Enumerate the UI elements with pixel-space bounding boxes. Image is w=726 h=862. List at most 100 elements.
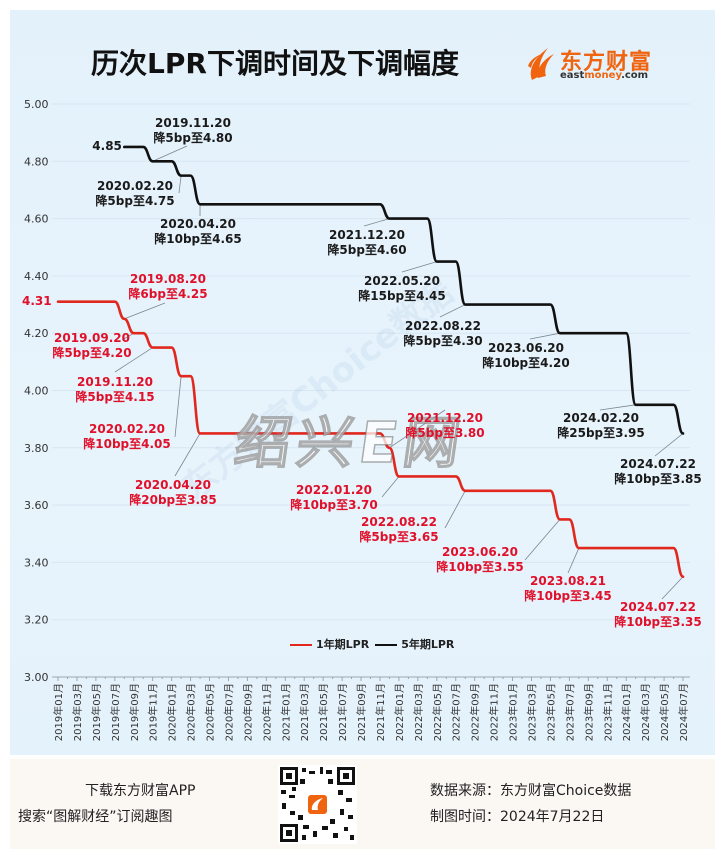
- data-label-b3: 2020.04.20 降10bp至4.65: [154, 217, 242, 247]
- qr-code-icon[interactable]: [278, 765, 357, 844]
- data-label-date: 2024.02.20: [563, 411, 639, 425]
- data-label-r9: 2023.06.20 降10bp至3.55: [436, 545, 524, 575]
- y-axis: 5.00 4.80 4.60 4.40 4.20 4.00 3.80 3.60 3.40 3.20…: [24, 98, 49, 684]
- x-tick-label: 2019年05月: [90, 683, 103, 741]
- x-axis: 2019年01月 2019年03月 2019年05月 2019年07月 2019年09月…: [52, 676, 690, 741]
- data-label-r10: 2023.08.21 降10bp至3.45: [524, 574, 612, 604]
- start-value-label-five-year: 4.85: [92, 138, 122, 153]
- y-tick-label: 4.20: [24, 327, 49, 340]
- annotation-leader-lines: [114, 145, 684, 600]
- leader-line-r10: [567, 547, 580, 574]
- x-tick-label: 2024年07月: [677, 683, 690, 741]
- data-label-date: 2024.07.22: [620, 457, 696, 471]
- data-label-date: 2023.08.21: [530, 574, 606, 588]
- x-tick-label: 2023年09月: [582, 683, 595, 741]
- data-label-date: 2019.08.20: [130, 272, 206, 286]
- x-tick-label: 2020年07月: [222, 683, 235, 741]
- chart-title: 历次LPR下调时间及下调幅度: [91, 47, 459, 80]
- y-tick-label: 4.80: [24, 155, 49, 168]
- x-tick-label: 2021年01月: [279, 683, 292, 741]
- brand-en-prefix: east: [560, 70, 585, 81]
- y-tick-label: 3.20: [24, 614, 49, 627]
- leader-line-r3: [114, 347, 153, 373]
- footer-search-text: 搜索“图解财经”订阅趣图: [18, 809, 173, 825]
- data-label-b2: 2020.02.20 降5bp至4.75: [95, 179, 174, 209]
- brand-en-suffix: .com: [621, 70, 649, 81]
- leader-line-b6: [439, 304, 466, 318]
- data-label-date: 2021.12.20: [407, 411, 483, 425]
- x-tick-label: 2022年11月: [488, 683, 501, 741]
- series-line-one-year: [56, 300, 685, 579]
- legend-swatch-five-year: [375, 644, 398, 646]
- lpr-line-chart: 5.00 4.80 4.60 4.40 4.20 4.00 3.80 3.60 3.40 3.20…: [24, 98, 690, 741]
- data-label-b9: 2024.07.22 降10bp至3.85: [614, 457, 702, 487]
- data-label-change: 降10bp至3.85: [614, 472, 702, 486]
- eastmoney-flame-icon: [528, 48, 554, 80]
- data-label-date: 2024.07.22: [620, 600, 696, 614]
- x-tick-label: 2023年01月: [507, 683, 520, 741]
- data-label-r8: 2022.08.22 降5bp至3.65: [359, 515, 438, 545]
- leader-line-b5: [401, 261, 437, 273]
- data-label-date: 2023.06.20: [442, 545, 518, 559]
- footer-data-source: 数据来源：东方财富Choice数据: [430, 783, 632, 799]
- x-tick-label: 2022年09月: [469, 683, 482, 741]
- brand-logo: 东方财富 eastmoney.com: [526, 44, 666, 84]
- data-label-date: 2020.02.20: [97, 179, 173, 193]
- legend-swatch-one-year: [290, 644, 312, 646]
- x-tick-label: 2022年01月: [393, 683, 406, 741]
- chart-panel: [10, 10, 715, 755]
- data-label-change: 降15bp至4.45: [358, 289, 446, 303]
- y-tick-label: 5.00: [24, 98, 49, 111]
- data-label-change: 降5bp至4.15: [75, 390, 155, 404]
- data-label-change: 降10bp至3.70: [290, 498, 378, 512]
- data-label-date: 2019.09.20: [54, 331, 130, 345]
- y-tick-label: 4.00: [24, 385, 49, 398]
- x-tick-label: 2020年03月: [185, 683, 198, 741]
- legend-label-five-year: 5年期LPR: [401, 638, 455, 651]
- x-tick-label: 2019年01月: [52, 683, 65, 741]
- data-label-date: 2020.02.20: [89, 422, 165, 436]
- data-label-change: 降10bp至3.35: [614, 615, 702, 629]
- data-label-change: 降10bp至4.05: [83, 437, 171, 451]
- data-label-b8: 2024.02.20 降25bp至3.95: [557, 411, 645, 441]
- data-label-date: 2019.11.20: [155, 116, 231, 130]
- x-tick-label: 2023年03月: [526, 683, 539, 741]
- y-tick-label: 4.60: [24, 213, 49, 226]
- leader-line-r5: [174, 433, 201, 477]
- leader-line-r11: [661, 576, 684, 600]
- series-line-five-year: [122, 145, 685, 435]
- brand-name-cn: 东方财富: [560, 50, 653, 75]
- data-label-r3: 2019.11.20 降5bp至4.15: [75, 375, 154, 405]
- x-tick-label: 2022年03月: [412, 683, 425, 741]
- leader-line-b7: [529, 332, 560, 340]
- data-label-change: 降5bp至3.80: [405, 426, 485, 440]
- leader-line-b1: [152, 145, 188, 162]
- data-label-b7: 2023.06.20 降10bp至4.20: [482, 341, 570, 371]
- data-label-change: 降5bp至4.75: [95, 194, 175, 208]
- x-tick-label: 2020年01月: [166, 683, 179, 741]
- leader-line-r6: [389, 409, 446, 449]
- y-tick-label: 3.60: [24, 499, 49, 512]
- x-tick-label: 2021年09月: [355, 683, 368, 741]
- x-tick-label: 2022年07月: [450, 683, 463, 741]
- data-label-date: 2022.08.22: [361, 515, 437, 529]
- brand-en-mid: money: [584, 70, 622, 81]
- data-label-change: 降25bp至3.95: [557, 426, 645, 440]
- data-label-date: 2021.12.20: [329, 228, 405, 242]
- data-label-change: 降10bp至3.55: [436, 560, 524, 574]
- data-label-date: 2022.08.22: [405, 319, 481, 333]
- data-label-r4: 2020.02.20 降10bp至4.05: [83, 422, 171, 452]
- data-label-b4: 2021.12.20 降5bp至4.60: [327, 228, 406, 258]
- data-label-b5: 2022.05.20 降15bp至4.45: [358, 274, 446, 304]
- legend-item-one-year: 1年期LPR: [290, 636, 369, 652]
- x-tick-label: 2019年03月: [71, 683, 84, 741]
- data-label-date: 2019.11.20: [77, 375, 153, 389]
- data-label-date: 2022.05.20: [364, 274, 440, 288]
- brand-name-en: eastmoney.com: [560, 70, 648, 81]
- leader-line-r2: [121, 332, 134, 341]
- data-label-change: 降5bp至4.30: [403, 334, 483, 348]
- data-label-r5: 2020.04.20 降20bp至3.85: [129, 478, 217, 508]
- leader-line-r4: [174, 376, 182, 438]
- footer-chart-date: 制图时间：2024年7月22日: [430, 809, 605, 825]
- data-label-change: 降10bp至4.65: [154, 232, 242, 246]
